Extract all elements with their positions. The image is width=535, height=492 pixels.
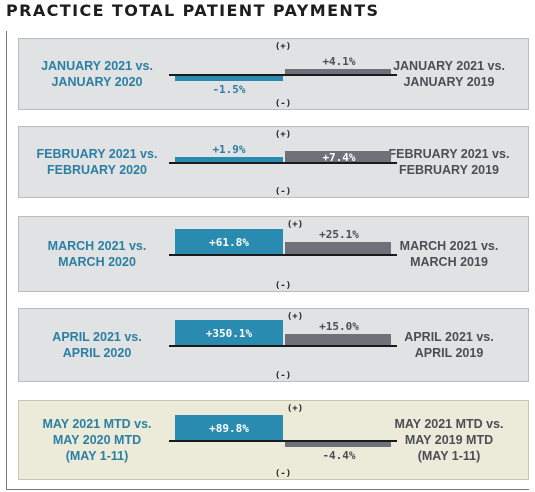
data-label-vs-2020: -1.5%: [212, 83, 245, 96]
right-label-line: APRIL 2021 vs.: [404, 330, 494, 344]
left-label-line: FEBRUARY 2020: [46, 163, 148, 177]
right-label-line: MAY 2021 MTD vs.: [394, 417, 504, 431]
data-label-vs-2020: +350.1%: [206, 327, 253, 340]
bar-vs-2019: [285, 69, 391, 75]
right-label-line: MAY 2019 MTD: [404, 433, 494, 447]
left-label-line: JANUARY 2021 vs.: [41, 59, 153, 73]
negative-marker: (-): [275, 281, 291, 291]
data-label-vs-2019: -4.4%: [322, 449, 355, 462]
bar-vs-2019: [285, 242, 391, 255]
left-label-line: FEBRUARY 2021 vs.: [36, 147, 158, 161]
right-comparison-label: APRIL 2021 vs. APRIL 2019: [374, 309, 524, 381]
data-label-vs-2020: +61.8%: [209, 236, 249, 249]
comparison-panel: MARCH 2021 vs. MARCH 2020 MARCH 2021 vs. MA…: [18, 216, 529, 292]
bar-vs-2020: [175, 157, 283, 163]
right-label-line: MARCH 2019: [410, 255, 488, 269]
left-label-line: MARCH 2020: [58, 255, 136, 269]
bar-pair: +1.9% +7.4% (+) (-): [169, 130, 397, 197]
bar-vs-2020: [175, 75, 283, 81]
bar-pair: -1.5% +4.1% (+) (-): [169, 42, 397, 109]
comparison-panel: JANUARY 2021 vs. JANUARY 2020 JANUARY 2021…: [18, 38, 529, 110]
data-label-vs-2019: +4.1%: [322, 55, 355, 68]
left-comparison-label: JANUARY 2021 vs. JANUARY 2020: [22, 39, 172, 109]
left-label-line: APRIL 2020: [62, 346, 132, 360]
negative-marker: (-): [275, 469, 291, 479]
bar-vs-2020: [175, 229, 283, 255]
positive-marker: (+): [287, 404, 303, 414]
right-label-line: MARCH 2021 vs.: [399, 239, 499, 253]
left-comparison-label: FEBRUARY 2021 vs. FEBRUARY 2020: [22, 127, 172, 197]
data-label-vs-2019: +7.4%: [322, 151, 355, 164]
bar-vs-2020: [175, 320, 283, 346]
bar-pair: +61.8% +25.1% (+) (-): [169, 220, 397, 291]
bar-vs-2019: [285, 334, 391, 346]
left-label-line: MAY 2021 MTD vs.: [42, 417, 152, 431]
data-label-vs-2020: +89.8%: [209, 422, 249, 435]
right-label-line: FEBRUARY 2021 vs.: [388, 147, 510, 161]
data-label-vs-2019: +25.1%: [319, 228, 359, 241]
right-label-line: APRIL 2019: [414, 346, 484, 360]
bar-pair: +89.8% -4.4% (+) (-): [169, 404, 397, 479]
right-label-line: JANUARY 2019: [403, 75, 495, 89]
left-comparison-label: MAY 2021 MTD vs. MAY 2020 MTD (MAY 1-11): [22, 401, 172, 479]
right-label-line: FEBRUARY 2019: [398, 163, 500, 177]
left-label-line: JANUARY 2020: [51, 75, 143, 89]
bar-vs-2019: [285, 151, 391, 163]
left-comparison-label: MARCH 2021 vs. MARCH 2020: [22, 217, 172, 291]
negative-marker: (-): [275, 99, 291, 109]
bar-pair: +350.1% +15.0% (+) (-): [169, 312, 397, 381]
right-comparison-label: MARCH 2021 vs. MARCH 2019: [374, 217, 524, 291]
positive-marker: (+): [275, 42, 291, 52]
positive-marker: (+): [287, 220, 303, 230]
negative-marker: (-): [275, 371, 291, 381]
data-label-vs-2020: +1.9%: [212, 143, 245, 156]
left-comparison-label: APRIL 2021 vs. APRIL 2020: [22, 309, 172, 381]
negative-marker: (-): [275, 187, 291, 197]
bar-vs-2020: [175, 415, 283, 441]
bar-vs-2019: [285, 441, 391, 447]
positive-marker: (+): [275, 130, 291, 140]
right-comparison-label: MAY 2021 MTD vs. MAY 2019 MTD (MAY 1-11): [374, 401, 524, 479]
chart-frame: [6, 31, 529, 490]
left-label-line: MARCH 2021 vs.: [47, 239, 147, 253]
chart-title: PRACTICE TOTAL PATIENT PAYMENTS: [6, 1, 380, 20]
comparison-panel: FEBRUARY 2021 vs. FEBRUARY 2020 FEBRUARY 2…: [18, 126, 529, 198]
left-label-line: MAY 2020 MTD: [52, 433, 142, 447]
comparison-panel: MAY 2021 MTD vs. MAY 2020 MTD (MAY 1-11) MA…: [18, 400, 529, 480]
right-comparison-label: JANUARY 2021 vs. JANUARY 2019: [374, 39, 524, 109]
comparison-panel: APRIL 2021 vs. APRIL 2020 APRIL 2021 vs. AP…: [18, 308, 529, 382]
right-label-line: (MAY 1-11): [417, 449, 481, 463]
positive-marker: (+): [287, 312, 303, 322]
right-comparison-label: FEBRUARY 2021 vs. FEBRUARY 2019: [374, 127, 524, 197]
left-label-line: (MAY 1-11): [65, 449, 129, 463]
left-label-line: APRIL 2021 vs.: [52, 330, 142, 344]
right-label-line: JANUARY 2021 vs.: [393, 59, 505, 73]
data-label-vs-2019: +15.0%: [319, 320, 359, 333]
